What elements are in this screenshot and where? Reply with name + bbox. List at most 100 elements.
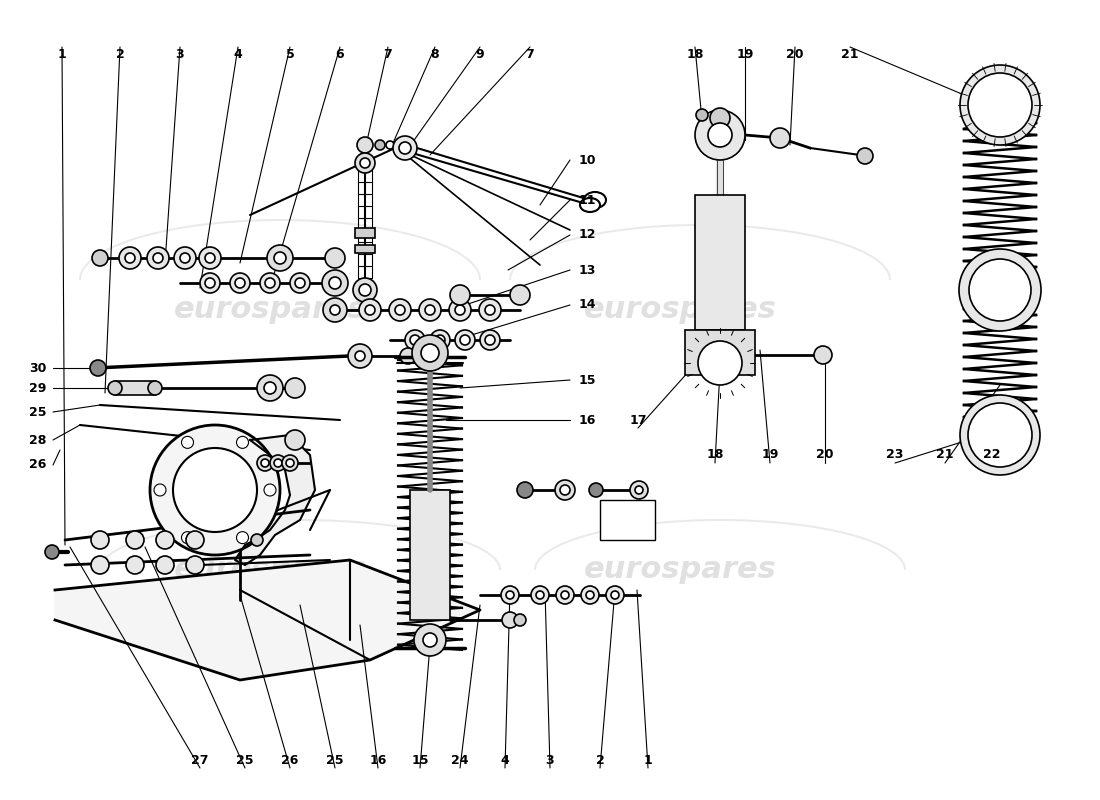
Circle shape <box>395 305 405 315</box>
Bar <box>685 330 755 375</box>
Circle shape <box>968 73 1032 137</box>
Text: 4: 4 <box>500 754 509 766</box>
Text: eurospares: eurospares <box>584 295 777 325</box>
Circle shape <box>419 299 441 321</box>
Circle shape <box>108 381 122 395</box>
Text: 4: 4 <box>233 49 242 62</box>
Text: 11: 11 <box>579 194 596 206</box>
Circle shape <box>959 249 1041 331</box>
Circle shape <box>182 532 194 544</box>
Circle shape <box>394 142 406 154</box>
Circle shape <box>814 346 832 364</box>
Circle shape <box>285 378 305 398</box>
Text: 21: 21 <box>936 449 954 462</box>
Circle shape <box>205 278 214 288</box>
Circle shape <box>173 448 257 532</box>
Circle shape <box>969 259 1031 321</box>
Circle shape <box>282 455 298 471</box>
Text: 10: 10 <box>579 154 596 166</box>
Circle shape <box>186 556 204 574</box>
Circle shape <box>630 481 648 499</box>
Text: 17: 17 <box>629 414 647 426</box>
Circle shape <box>154 484 166 496</box>
Text: 7: 7 <box>526 49 535 62</box>
Text: 20: 20 <box>816 449 834 462</box>
Circle shape <box>421 344 439 362</box>
Circle shape <box>960 65 1040 145</box>
Circle shape <box>264 382 276 394</box>
Circle shape <box>556 480 575 500</box>
Circle shape <box>359 284 371 296</box>
Circle shape <box>500 586 519 604</box>
Circle shape <box>174 247 196 269</box>
Circle shape <box>485 305 495 315</box>
Circle shape <box>430 330 450 350</box>
Bar <box>116 381 155 395</box>
Text: 18: 18 <box>686 49 704 62</box>
Circle shape <box>405 330 425 350</box>
Bar <box>410 490 450 620</box>
Circle shape <box>265 278 275 288</box>
Circle shape <box>91 556 109 574</box>
Circle shape <box>324 248 345 268</box>
Circle shape <box>635 486 643 494</box>
Circle shape <box>119 247 141 269</box>
Circle shape <box>274 252 286 264</box>
Text: 18: 18 <box>706 449 724 462</box>
Circle shape <box>410 335 420 345</box>
Circle shape <box>267 245 293 271</box>
Circle shape <box>260 273 280 293</box>
Circle shape <box>285 430 305 450</box>
Circle shape <box>230 273 250 293</box>
Circle shape <box>399 142 411 154</box>
Text: 15: 15 <box>579 374 596 386</box>
Text: 21: 21 <box>842 49 859 62</box>
Text: 13: 13 <box>579 263 596 277</box>
Circle shape <box>450 285 470 305</box>
Circle shape <box>708 123 732 147</box>
Circle shape <box>536 591 544 599</box>
Circle shape <box>205 253 214 263</box>
Circle shape <box>322 270 348 296</box>
Text: 3: 3 <box>546 754 554 766</box>
Circle shape <box>353 278 377 302</box>
Circle shape <box>199 247 221 269</box>
Text: 28: 28 <box>30 434 46 446</box>
Circle shape <box>414 624 446 656</box>
Text: eurospares: eurospares <box>174 295 366 325</box>
Bar <box>600 500 654 540</box>
Circle shape <box>514 614 526 626</box>
Text: 9: 9 <box>475 49 484 62</box>
Circle shape <box>561 591 569 599</box>
Circle shape <box>857 148 873 164</box>
Bar <box>355 245 375 253</box>
Circle shape <box>698 341 742 385</box>
Text: 27: 27 <box>191 754 209 766</box>
Circle shape <box>478 299 500 321</box>
Text: 15: 15 <box>411 754 429 766</box>
Text: 25: 25 <box>327 754 343 766</box>
Text: 3: 3 <box>176 49 185 62</box>
Circle shape <box>449 299 471 321</box>
Circle shape <box>531 586 549 604</box>
Circle shape <box>148 381 162 395</box>
Circle shape <box>323 298 346 322</box>
Bar <box>355 228 375 238</box>
Circle shape <box>359 299 381 321</box>
Text: eurospares: eurospares <box>174 555 366 585</box>
Circle shape <box>236 436 249 448</box>
Text: 19: 19 <box>736 49 754 62</box>
Circle shape <box>236 532 249 544</box>
Circle shape <box>606 586 624 604</box>
Circle shape <box>710 108 730 128</box>
Ellipse shape <box>580 198 600 212</box>
Text: 1: 1 <box>644 754 652 766</box>
Circle shape <box>156 531 174 549</box>
Circle shape <box>156 556 174 574</box>
Text: 1: 1 <box>57 49 66 62</box>
Circle shape <box>358 137 373 153</box>
Circle shape <box>290 273 310 293</box>
Text: 24: 24 <box>451 754 469 766</box>
Circle shape <box>460 335 470 345</box>
Circle shape <box>517 482 534 498</box>
